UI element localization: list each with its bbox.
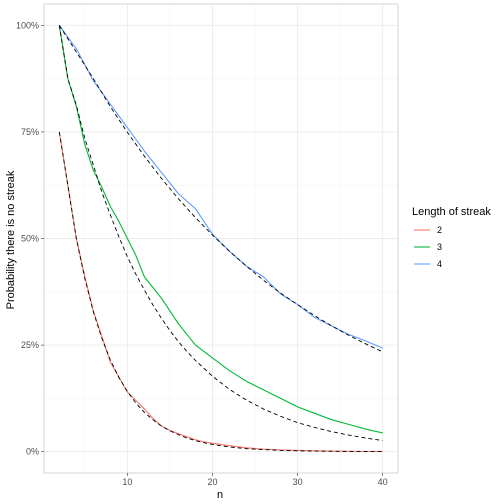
x-tick-label: 40 [378, 477, 388, 487]
reference-curve-1 [58, 131, 383, 452]
legend-label-2: 2 [437, 225, 442, 235]
legend: Length of streak 2 3 4 [412, 206, 491, 269]
y-axis-title: Probability there is no streak [5, 170, 17, 309]
x-tick-label: 20 [207, 477, 217, 487]
x-tick-label: 30 [293, 477, 303, 487]
legend-label-4: 4 [437, 259, 442, 269]
y-tick-label: 50% [21, 234, 39, 244]
x-axis-title: n [217, 489, 223, 501]
y-tick-label: 100% [16, 20, 39, 30]
y-tick-label: 25% [21, 340, 39, 350]
legend-items: 2 3 4 [414, 225, 442, 269]
reference-curve-3 [58, 25, 383, 353]
y-tick-label: 75% [21, 127, 39, 137]
legend-label-3: 3 [437, 242, 442, 252]
x-axis-ticks: 10 20 30 40 [122, 473, 388, 487]
reference-curves [58, 25, 383, 452]
x-tick-label: 10 [122, 477, 132, 487]
series-line-3 [58, 25, 383, 434]
y-tick-label: 0% [26, 447, 39, 457]
legend-title: Length of streak [412, 206, 491, 218]
y-axis-ticks: 0% 25% 50% 75% 100% [16, 20, 44, 457]
